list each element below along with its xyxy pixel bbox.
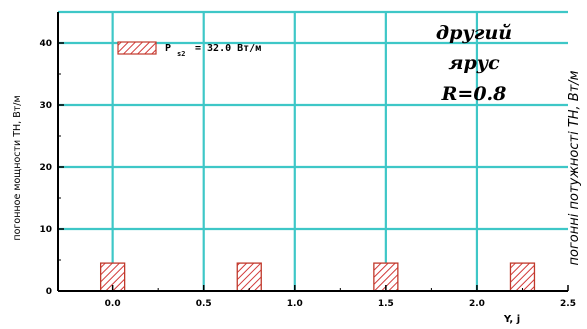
x-tick-label: 2.5 xyxy=(560,299,576,309)
y-tick-label: 0 xyxy=(46,287,52,297)
x-tick-label: 0.0 xyxy=(105,299,121,309)
y-axis-label: погонное мощности ТН, Вт/м xyxy=(12,95,23,240)
bar xyxy=(509,262,536,292)
x-tick-label: 0.5 xyxy=(196,299,212,309)
x-tick-label: 1.0 xyxy=(287,299,303,309)
x-tick-labels: 0.0 0.5 1.0 1.5 2.0 2.5 xyxy=(105,299,576,309)
annotation: другий ярус R=0.8 xyxy=(436,22,512,105)
y-tick-labels: 0 10 20 30 40 xyxy=(39,39,52,297)
right-axis-label: погонні потужності ТН, Вт/м xyxy=(567,70,582,265)
x-tick-label: 1.5 xyxy=(378,299,394,309)
y-tick-label: 40 xyxy=(39,39,52,49)
legend-swatch xyxy=(117,41,157,55)
annotation-line-3: R=0.8 xyxy=(441,83,507,105)
legend-value: = 32.0 Вт/м xyxy=(195,43,261,54)
y-tick-label: 10 xyxy=(39,225,52,235)
annotation-line-2: ярус xyxy=(448,52,500,74)
bars xyxy=(99,262,536,292)
legend: P s2 = 32.0 Вт/м xyxy=(117,41,261,58)
x-tick-label: 2.0 xyxy=(469,299,485,309)
bar xyxy=(236,262,262,292)
axes xyxy=(57,12,569,292)
y-tick-label: 20 xyxy=(39,163,52,173)
y-tick-label: 30 xyxy=(39,101,52,111)
x-axis-label: Y, j xyxy=(503,314,520,325)
legend-subscript: s2 xyxy=(177,50,185,58)
annotation-line-1: другий xyxy=(436,22,512,44)
legend-symbol: P xyxy=(165,43,171,54)
grid xyxy=(58,10,568,291)
